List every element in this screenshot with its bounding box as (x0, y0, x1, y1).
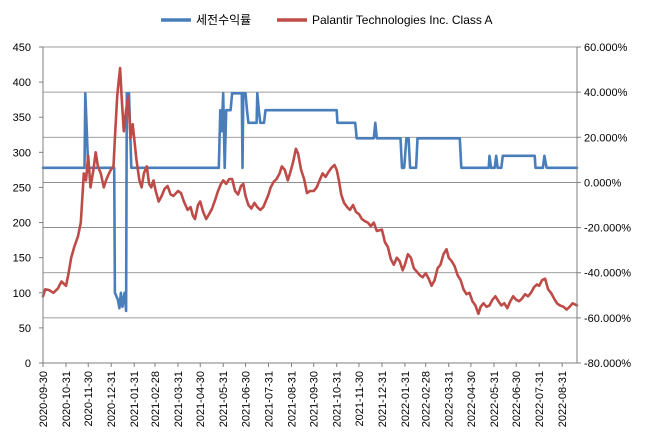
x-tick-label: 2022-08-31 (557, 371, 569, 427)
x-tick-label: 2021-10-31 (332, 371, 344, 427)
y2-tick-label: -40.000% (584, 268, 631, 280)
x-tick-label: 2021-01-31 (129, 371, 141, 427)
axis-layer: -80.000% -60.000% -40.000% -20.000% 0.000% 20… (13, 42, 632, 427)
series-line-pltr (41, 66, 579, 316)
x-tick-label: 2022-07-31 (534, 371, 546, 427)
y-tick-label: 200 (13, 218, 31, 230)
y-tick-label: 450 (13, 42, 31, 54)
x-tick-label: 2022-06-30 (511, 371, 523, 427)
x-tick-label: 2021-02-28 (150, 371, 162, 427)
y2-tick-label: 0.000% (584, 177, 622, 189)
grid-layer (43, 46, 577, 319)
y-tick-label: 350 (13, 112, 31, 124)
legend-label-return: 세전수익률 (196, 13, 251, 27)
y-tick-label: 300 (13, 147, 31, 159)
legend-label-pltr: Palantir Technologies Inc. Class A (312, 13, 493, 27)
x-tick-label: 2021-04-30 (195, 371, 207, 427)
x-tick-label: 2022-04-30 (466, 371, 478, 427)
y-tick-label: 400 (13, 77, 31, 89)
y2-tick-label: -80.000% (584, 358, 631, 370)
y2-tick-label: 60.000% (584, 42, 628, 54)
x-tick-label: 2020-11-30 (83, 371, 95, 426)
y-tick-label: 150 (13, 253, 31, 265)
x-tick-label: 2021-03-31 (173, 371, 185, 427)
y-tick-label: 250 (13, 182, 31, 194)
legend: 세전수익률 Palantir Technologies Inc. Class A (161, 13, 493, 27)
series-layer (41, 66, 579, 316)
y-tick-label: 100 (13, 288, 31, 300)
x-tick-label: 2022-05-31 (489, 371, 501, 427)
y-tick-label: 50 (19, 323, 31, 335)
y2-tick-label: -20.000% (584, 223, 631, 235)
x-tick-label: 2021-11-30 (354, 371, 366, 426)
x-tick-label: 2021-05-31 (218, 371, 230, 427)
x-tick-label: 2021-08-31 (286, 371, 298, 427)
x-tick-label: 2020-12-31 (106, 371, 118, 427)
x-tick-label: 2020-10-31 (61, 371, 73, 427)
series-line-return (41, 92, 579, 313)
y2-tick-label: -60.000% (584, 313, 631, 325)
x-tick-label: 2022-01-31 (400, 371, 412, 427)
x-tick-label: 2021-07-31 (263, 371, 275, 427)
y-tick-label: 0 (25, 358, 31, 370)
x-tick-label: 2021-12-31 (377, 371, 389, 427)
y2-tick-label: 20.000% (584, 132, 628, 144)
x-tick-label: 2022-02-28 (421, 371, 433, 427)
x-tick-label: 2021-06-30 (240, 371, 252, 427)
y2-tick-label: 40.000% (584, 87, 628, 99)
x-tick-label: 2022-03-31 (444, 371, 456, 427)
x-tick-label: 2020-09-30 (38, 371, 50, 427)
x-tick-label: 2021-09-30 (309, 371, 321, 427)
